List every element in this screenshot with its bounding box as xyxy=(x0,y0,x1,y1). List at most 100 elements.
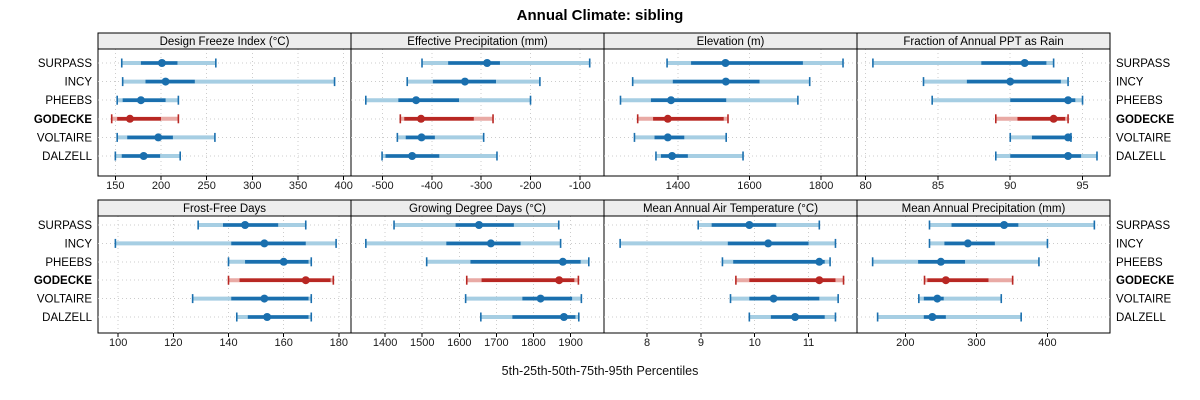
axis-tick-label: 250 xyxy=(198,180,216,192)
median-dot xyxy=(279,257,288,266)
site-label-left-pheebs: PHEEBS xyxy=(45,257,92,269)
median-dot xyxy=(941,276,950,285)
panel-title: Frost-Free Days xyxy=(183,203,266,215)
panel-frame xyxy=(350,215,605,334)
site-label-left-incy: INCY xyxy=(65,238,93,250)
site-label-left-surpass: SURPASS xyxy=(38,58,92,70)
site-label-right-pheebs: PHEEBS xyxy=(1116,257,1163,269)
median-dot xyxy=(721,59,730,67)
site-label-right-voltaire: VOLTAIRE xyxy=(1116,294,1171,306)
median-dot xyxy=(745,221,754,229)
axis-tick-label: 350 xyxy=(289,180,307,192)
panel-title: Mean Annual Air Temperature (°C) xyxy=(643,203,818,215)
median-dot xyxy=(769,294,778,303)
axis-tick-label: 10 xyxy=(749,337,761,349)
median-dot xyxy=(483,59,492,67)
median-dot xyxy=(412,96,421,105)
median-dot xyxy=(1064,152,1073,160)
median-dot xyxy=(815,257,824,266)
axis-tick-label: 1800 xyxy=(521,337,545,349)
site-label-left-godecke: GODECKE xyxy=(34,114,92,126)
site-label-right-godecke: GODECKE xyxy=(1116,114,1174,126)
median-dot xyxy=(161,77,170,86)
median-dot xyxy=(1064,133,1073,142)
median-dot xyxy=(125,114,134,123)
median-dot xyxy=(933,294,942,303)
site-label-right-godecke: GODECKE xyxy=(1116,275,1174,287)
axis-tick-label: 160 xyxy=(275,337,293,349)
panel-title: Growing Degree Days (°C) xyxy=(409,203,546,215)
panel-title: Fraction of Annual PPT as Rain xyxy=(903,36,1063,48)
median-dot xyxy=(260,294,269,303)
median-dot xyxy=(136,96,145,105)
site-label-right-pheebs: PHEEBS xyxy=(1116,95,1163,107)
median-dot xyxy=(408,152,417,160)
median-dot xyxy=(559,313,568,321)
site-label-left-dalzell: DALZELL xyxy=(42,151,92,163)
median-dot xyxy=(558,257,567,266)
axis-tick-label: 1400 xyxy=(373,337,397,349)
axis-tick-label: 85 xyxy=(932,180,944,192)
site-label-left-incy: INCY xyxy=(65,77,93,89)
site-label-right-surpass: SURPASS xyxy=(1116,220,1170,232)
median-dot xyxy=(154,133,163,142)
site-label-right-dalzell: DALZELL xyxy=(1116,312,1166,324)
site-label-left-godecke: GODECKE xyxy=(34,275,92,287)
median-dot xyxy=(1020,59,1029,67)
panel-frame xyxy=(97,215,352,334)
panel-strip xyxy=(856,199,1111,217)
axis-tick-label: 100 xyxy=(109,337,127,349)
panel-title: Design Freeze Index (°C) xyxy=(160,36,290,48)
axis-tick-label: 200 xyxy=(896,337,914,349)
median-dot xyxy=(667,96,676,105)
median-dot xyxy=(1049,114,1058,123)
median-dot xyxy=(263,313,272,321)
median-dot xyxy=(663,133,672,142)
median-dot xyxy=(1064,96,1073,105)
site-label-right-voltaire: VOLTAIRE xyxy=(1116,132,1171,144)
median-dot xyxy=(241,221,250,229)
x-axis-label: 5th-25th-50th-75th-95th Percentiles xyxy=(501,364,699,378)
axis-tick-label: 80 xyxy=(860,180,872,192)
panel-title: Effective Precipitation (mm) xyxy=(407,36,548,48)
median-dot xyxy=(260,239,269,248)
axis-tick-label: 150 xyxy=(106,180,124,192)
site-label-right-incy: INCY xyxy=(1116,77,1144,89)
median-dot xyxy=(815,276,824,285)
median-dot xyxy=(139,152,148,160)
panel-frame xyxy=(603,215,858,334)
axis-tick-label: 1700 xyxy=(484,337,508,349)
site-label-left-voltaire: VOLTAIRE xyxy=(37,132,92,144)
axis-tick-label: 400 xyxy=(335,180,353,192)
site-label-right-dalzell: DALZELL xyxy=(1116,151,1166,163)
median-dot xyxy=(536,294,545,303)
panel-strip xyxy=(856,32,1111,50)
median-dot xyxy=(764,239,773,248)
median-dot xyxy=(721,77,730,86)
axis-tick-label: 95 xyxy=(1076,180,1088,192)
axis-tick-label: -500 xyxy=(372,180,394,192)
axis-tick-label: 1900 xyxy=(558,337,582,349)
median-dot xyxy=(460,77,469,86)
site-label-right-incy: INCY xyxy=(1116,238,1144,250)
median-dot xyxy=(157,59,166,67)
site-label-left-dalzell: DALZELL xyxy=(42,312,92,324)
median-dot xyxy=(1006,77,1015,86)
axis-tick-label: 1800 xyxy=(809,180,833,192)
axis-tick-label: 200 xyxy=(152,180,170,192)
axis-tick-label: -100 xyxy=(569,180,591,192)
axis-tick-label: 1600 xyxy=(447,337,471,349)
median-dot xyxy=(417,133,426,142)
axis-tick-label: 1500 xyxy=(410,337,434,349)
chart-title: Annual Climate: sibling xyxy=(516,7,684,24)
median-dot xyxy=(301,276,310,285)
median-dot xyxy=(936,257,945,266)
median-dot xyxy=(963,239,972,248)
axis-tick-label: -400 xyxy=(421,180,443,192)
median-dot xyxy=(663,114,672,123)
axis-tick-label: 9 xyxy=(698,337,704,349)
site-label-left-surpass: SURPASS xyxy=(38,220,92,232)
axis-tick-label: 8 xyxy=(644,337,650,349)
median-dot xyxy=(1000,221,1009,229)
